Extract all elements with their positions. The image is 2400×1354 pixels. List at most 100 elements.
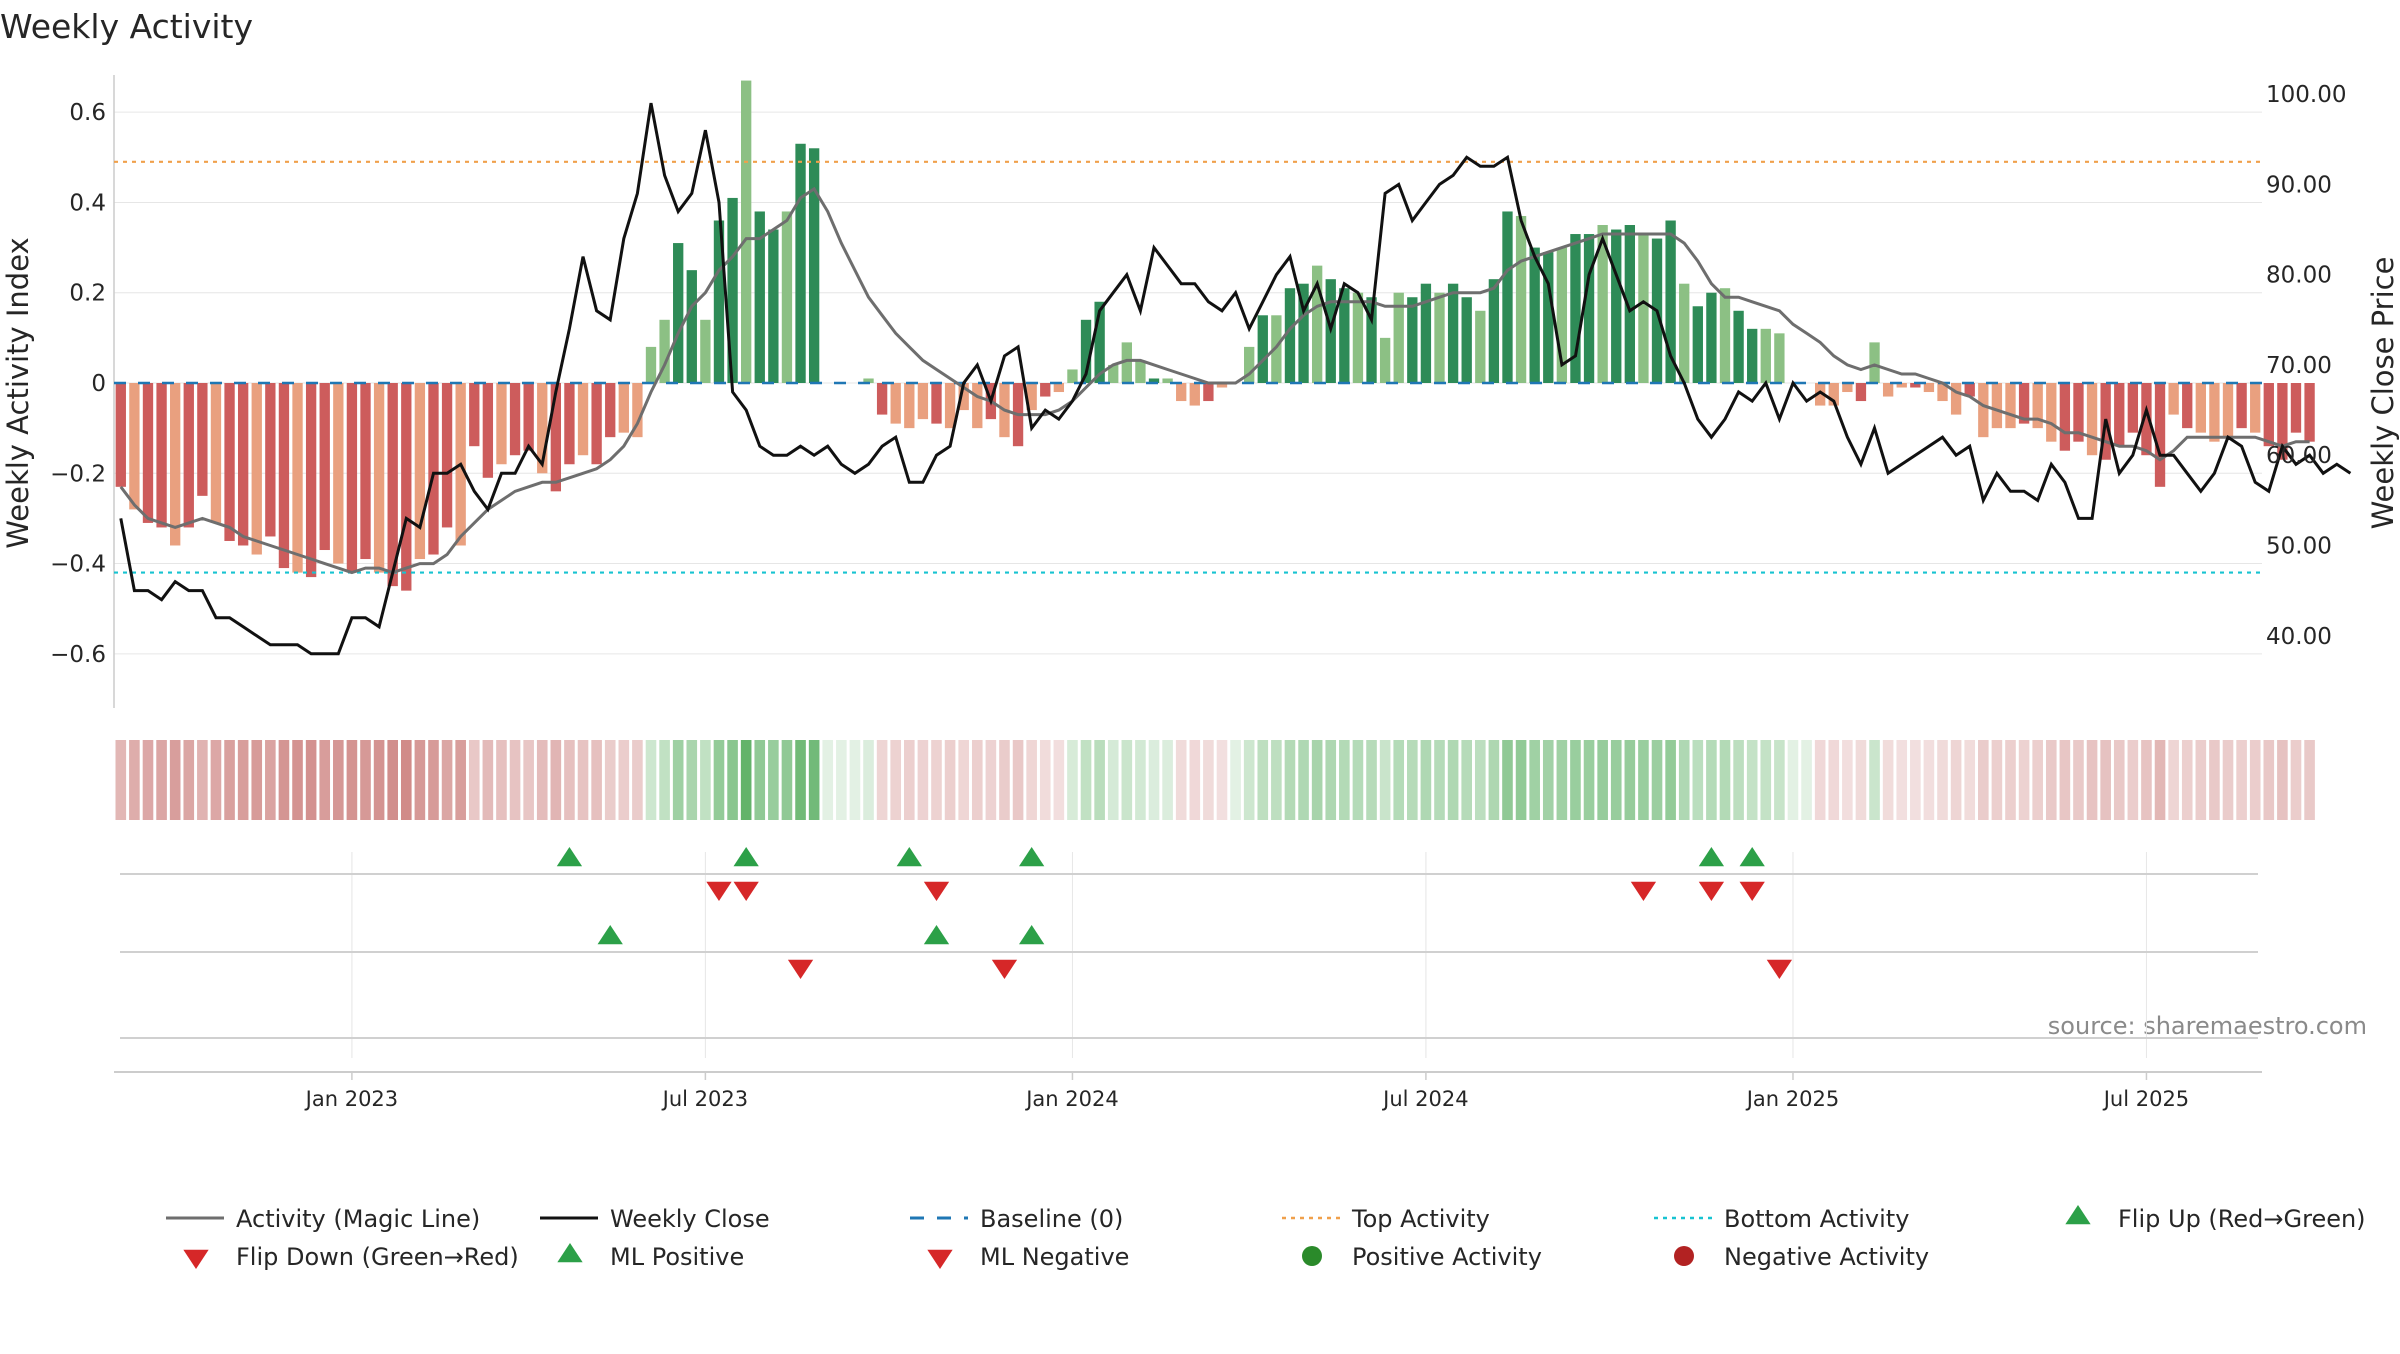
activity-bar [1842,383,1853,393]
strip-cell [292,740,303,820]
strip-cell [632,740,643,820]
strip-cell [2005,740,2016,820]
strip-cell [1026,740,1037,820]
strip-cell [577,740,589,820]
strip-cell [1923,740,1935,820]
activity-bar [129,383,140,510]
strip-cell [1366,740,1377,820]
strip-cell [373,740,385,820]
legend-label: Flip Up (Red→Green) [2118,1205,2366,1233]
activity-bar [319,383,330,551]
activity-bar [333,383,344,564]
activity-heat-strip [115,740,2315,820]
strip-cell [1053,740,1065,820]
left-tick-label: −0.6 [50,642,106,668]
activity-bar [1298,283,1309,383]
strip-cell [1162,740,1173,820]
strip-cell [876,740,888,820]
activity-bar [1488,279,1500,383]
ml-negative-marker [1766,959,1793,979]
strip-cell [863,740,874,820]
legend-swatch [927,1249,953,1269]
strip-cell [333,740,344,820]
x-tick-label: Jul 2024 [1381,1087,1468,1111]
strip-cell [1298,740,1309,820]
strip-cell [1842,740,1853,820]
strip-cell [1570,740,1581,820]
strip-cell [1243,740,1255,820]
activity-bar [1855,383,1867,402]
activity-bar [1529,247,1540,383]
legend-item-bottom: Bottom Activity [1654,1205,1909,1233]
activity-bar [1475,310,1486,383]
strip-cell [319,740,331,820]
strip-cell [944,740,956,820]
strip-cell [999,740,1010,820]
strip-cell [1583,740,1595,820]
activity-bar [1597,225,1608,383]
activity-bar [373,383,385,573]
strip-cell [740,740,752,820]
activity-bar [863,378,874,383]
flip-down-marker [1698,881,1725,901]
flip-up-marker [896,847,922,867]
strip-cell [1407,740,1418,820]
activity-bar [2141,383,2152,456]
activity-bar [1461,297,1472,383]
strip-cell [672,740,684,820]
activity-bar [1067,369,1078,383]
activity-bar [2032,383,2043,429]
legend-swatch [2065,1205,2091,1225]
activity-bar [496,383,507,465]
activity-bar [1515,215,1527,383]
strip-cell [1624,740,1636,820]
strip-cell [2018,740,2030,820]
activity-bar [618,383,629,433]
strip-cell [1692,740,1704,820]
legend-item-posact: Positive Activity [1302,1243,1542,1271]
activity-bar [550,383,562,492]
activity-bar [591,383,602,465]
strip-cell [931,740,942,820]
activity-bar [428,383,439,555]
activity-bar [224,383,235,541]
strip-cell [1461,740,1472,820]
activity-bar [944,383,956,429]
activity-bar [1135,360,1146,383]
activity-bar [469,383,480,447]
strip-cell [1148,740,1160,820]
activity-bar [577,383,589,456]
activity-bar [904,383,915,429]
activity-bar [1203,383,1214,402]
activity-bar [1366,297,1377,383]
strip-cell [305,740,317,820]
strip-cell [1556,740,1568,820]
activity-bar [115,383,126,487]
strip-cell [1801,740,1812,820]
legend-item-mlpos: ML Positive [557,1243,744,1271]
activity-bar [1556,247,1568,383]
activity-bar [931,383,942,424]
activity-bar [673,243,684,383]
series-lines [119,102,2352,656]
strip-cell [2127,740,2139,820]
activity-bar [265,383,276,537]
activity-bar [917,383,929,420]
legend-item-flipup: Flip Up (Red→Green) [2065,1205,2366,1233]
strip-cell [278,740,290,820]
activity-bar [2277,383,2288,460]
strip-cell [1080,740,1092,820]
activity-bar [523,383,534,451]
flip-down-marker [923,881,950,901]
strip-cell [958,740,969,820]
activity-bar [890,383,901,424]
activity-bar [2195,383,2206,433]
strip-cell [210,740,222,820]
strip-cell [1189,740,1201,820]
legend-item-flipdown: Flip Down (Green→Red) [183,1243,519,1271]
activity-bar [632,383,643,438]
right-tick-label: 80.00 [2266,263,2332,289]
strip-cell [441,740,453,820]
activity-bar [686,270,697,383]
